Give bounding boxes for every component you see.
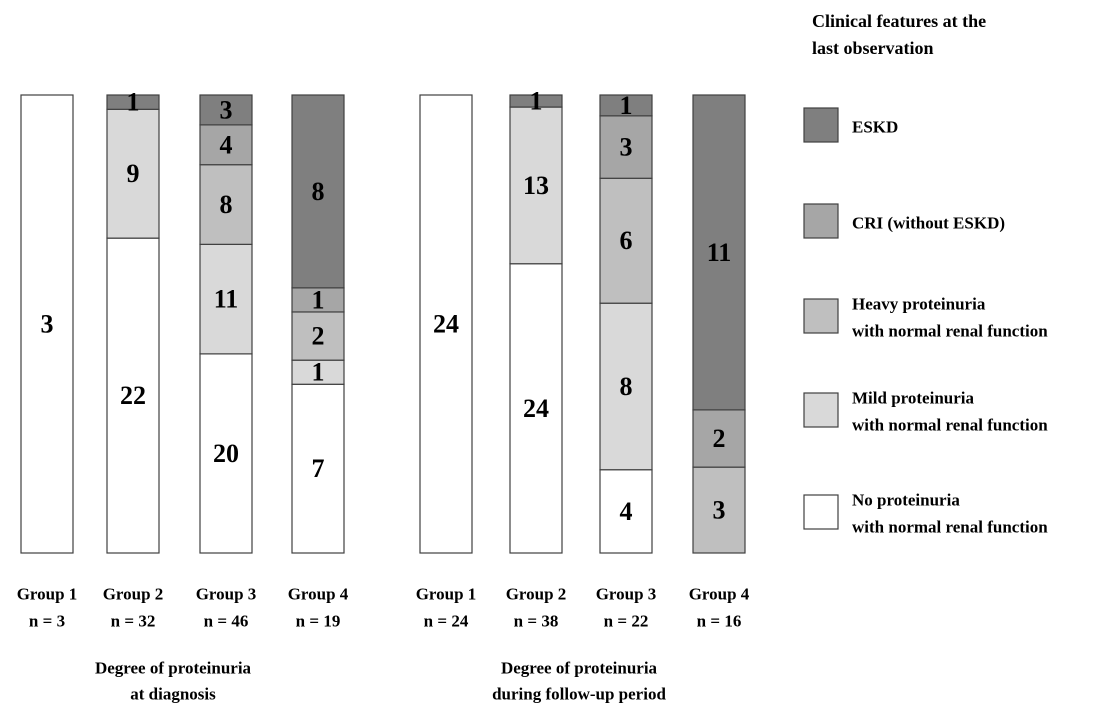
segment-value-label: 11 bbox=[707, 238, 732, 267]
bar-segment-eskd bbox=[509, 94, 563, 108]
group-label: Group 1 bbox=[416, 585, 477, 604]
bar-segment-heavy bbox=[199, 164, 253, 245]
legend-swatch-cri bbox=[803, 203, 839, 239]
bar-segment-none bbox=[599, 469, 653, 554]
segment-value-label: 7 bbox=[312, 454, 325, 483]
legend-swatch-eskd bbox=[803, 107, 839, 143]
bar-segment-none bbox=[199, 353, 253, 554]
segment-value-label: 8 bbox=[312, 177, 325, 206]
bar-segment-none bbox=[20, 94, 74, 554]
legend-label-heavy: with normal renal function bbox=[852, 322, 1048, 341]
bar-segment-eskd bbox=[692, 94, 746, 411]
bar-segment-cri bbox=[692, 409, 746, 468]
segment-value-label: 1 bbox=[312, 358, 325, 387]
bar-segment-eskd bbox=[106, 94, 160, 110]
group-label: Group 4 bbox=[288, 585, 349, 604]
segment-value-label: 8 bbox=[220, 190, 233, 219]
legend-label-cri: CRI (without ESKD) bbox=[852, 214, 1005, 233]
segment-value-label: 4 bbox=[620, 497, 633, 526]
segment-value-label: 20 bbox=[213, 439, 239, 468]
group-label: Group 1 bbox=[17, 585, 78, 604]
segment-value-label: 1 bbox=[127, 88, 140, 117]
bar-segment-none bbox=[291, 383, 345, 554]
legend-label-mild: Mild proteinuria bbox=[852, 389, 974, 408]
legend-label-heavy: Heavy proteinuria bbox=[852, 295, 986, 314]
bar-segment-heavy bbox=[291, 311, 345, 361]
bar-segment-eskd bbox=[199, 94, 253, 126]
segment-value-label: 1 bbox=[312, 285, 325, 314]
bar-segment-cri bbox=[199, 124, 253, 166]
group-n-label: n = 38 bbox=[514, 612, 559, 631]
group-label: Group 4 bbox=[689, 585, 750, 604]
legend-title: Clinical features at the bbox=[812, 11, 986, 31]
segment-value-label: 2 bbox=[713, 424, 726, 453]
segment-value-label: 11 bbox=[214, 285, 239, 314]
group-n-label: n = 32 bbox=[111, 612, 156, 631]
bar-segment-none bbox=[106, 237, 160, 554]
panel-caption: Degree of proteinuria bbox=[501, 659, 658, 678]
group-label: Group 2 bbox=[103, 585, 164, 604]
segment-value-label: 1 bbox=[530, 87, 543, 116]
segment-value-label: 22 bbox=[120, 381, 146, 410]
bar-segment-eskd bbox=[291, 94, 345, 289]
group-n-label: n = 24 bbox=[424, 612, 469, 631]
segment-value-label: 6 bbox=[620, 226, 633, 255]
bar-segment-heavy bbox=[692, 466, 746, 554]
legend-swatch-none bbox=[803, 494, 839, 530]
legend-label-none: No proteinuria bbox=[852, 491, 960, 510]
bar-segment-cri bbox=[599, 115, 653, 179]
group-n-label: n = 3 bbox=[29, 612, 65, 631]
segment-value-label: 4 bbox=[220, 130, 233, 159]
panel-caption: at diagnosis bbox=[130, 685, 216, 704]
group-label: Group 2 bbox=[506, 585, 567, 604]
legend-swatch-heavy bbox=[803, 298, 839, 334]
legend-label-none: with normal renal function bbox=[852, 518, 1048, 537]
segment-value-label: 9 bbox=[127, 159, 140, 188]
segment-value-label: 3 bbox=[220, 95, 233, 124]
bar-segment-cri bbox=[291, 287, 345, 313]
segment-value-label: 2 bbox=[312, 322, 325, 351]
panel-caption: during follow-up period bbox=[492, 685, 666, 704]
bar-segment-eskd bbox=[599, 94, 653, 117]
group-n-label: n = 22 bbox=[604, 612, 649, 631]
group-label: Group 3 bbox=[196, 585, 257, 604]
segment-value-label: 8 bbox=[620, 372, 633, 401]
legend-label-mild: with normal renal function bbox=[852, 416, 1048, 435]
group-n-label: n = 16 bbox=[697, 612, 742, 631]
legend-label-eskd: ESKD bbox=[852, 118, 898, 137]
legend-swatch-mild bbox=[803, 392, 839, 428]
group-label: Group 3 bbox=[596, 585, 657, 604]
bar-segment-none bbox=[509, 263, 563, 554]
group-n-label: n = 46 bbox=[204, 612, 249, 631]
segment-value-label: 24 bbox=[523, 394, 549, 423]
group-n-label: n = 19 bbox=[296, 612, 341, 631]
legend-title: last observation bbox=[812, 38, 934, 58]
segment-value-label: 1 bbox=[620, 91, 633, 120]
bar-segment-none bbox=[419, 94, 473, 554]
bar-segment-mild bbox=[199, 243, 253, 355]
bar-segment-heavy bbox=[599, 177, 653, 304]
panel-caption: Degree of proteinuria bbox=[95, 659, 252, 678]
segment-value-label: 24 bbox=[433, 310, 459, 339]
segment-value-label: 3 bbox=[713, 496, 726, 525]
segment-value-label: 3 bbox=[620, 133, 633, 162]
segment-value-label: 13 bbox=[523, 171, 549, 200]
bar-segment-mild bbox=[509, 106, 563, 265]
segment-value-label: 3 bbox=[41, 310, 54, 339]
